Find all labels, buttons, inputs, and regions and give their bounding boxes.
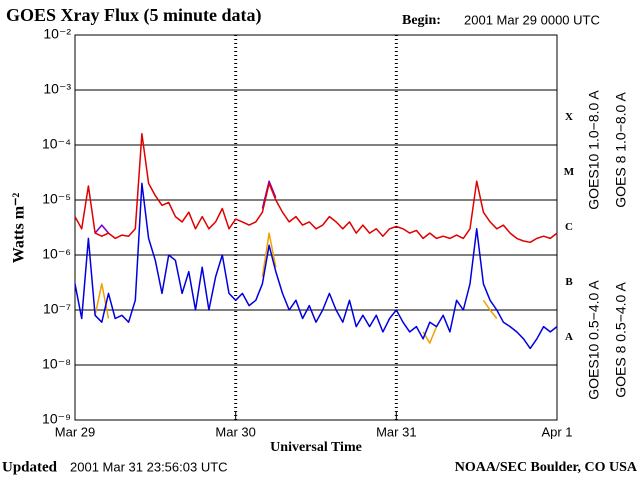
- y-axis-label: Watts m⁻²: [11, 193, 28, 264]
- series-line: [74, 133, 558, 244]
- legend-entry: GOES10 0.5−4.0 A: [586, 280, 602, 400]
- flare-class-label: X: [565, 111, 573, 123]
- flare-class-label: M: [564, 166, 575, 178]
- y-tick-label: 10⁻⁴: [42, 136, 71, 152]
- chart-title: GOES Xray Flux (5 minute data): [6, 5, 262, 26]
- x-tick-label: Mar 31: [376, 424, 416, 439]
- y-tick-label: 10⁻²: [43, 26, 71, 42]
- legend-entry: GOES 8 0.5−4.0 A: [613, 282, 629, 398]
- x-tick-label: Mar 30: [215, 424, 255, 439]
- y-tick-label: 10⁻⁶: [42, 246, 71, 262]
- flare-class-label: A: [565, 331, 573, 343]
- legend-entry: GOES 8 1.0−8.0 A: [613, 92, 629, 208]
- credit: NOAA/SEC Boulder, CO USA: [455, 460, 638, 475]
- y-tick-label: 10⁻⁸: [42, 356, 71, 372]
- x-tick-label: Mar 29: [55, 424, 95, 439]
- begin-label: Begin:: [402, 13, 441, 28]
- updated-label: Updated: [2, 459, 58, 475]
- begin-time: 2001 Mar 29 0000 UTC: [464, 12, 600, 27]
- series-line: [74, 182, 558, 350]
- legend-entry: GOES10 1.0−8.0 A: [586, 90, 602, 210]
- x-axis-label: Universal Time: [270, 440, 362, 455]
- x-tick-label: Apr 1: [541, 424, 572, 439]
- y-tick-label: 10⁻⁷: [43, 301, 71, 317]
- flare-class-label: B: [565, 276, 573, 288]
- y-tick-label: 10⁻³: [43, 81, 71, 97]
- updated-time: 2001 Mar 31 23:56:03 UTC: [70, 459, 228, 474]
- series-line: [94, 232, 498, 344]
- flare-class-label: C: [565, 221, 573, 233]
- y-tick-label: 10⁻⁵: [42, 191, 71, 207]
- y-tick-label: 10⁻⁹: [42, 411, 71, 427]
